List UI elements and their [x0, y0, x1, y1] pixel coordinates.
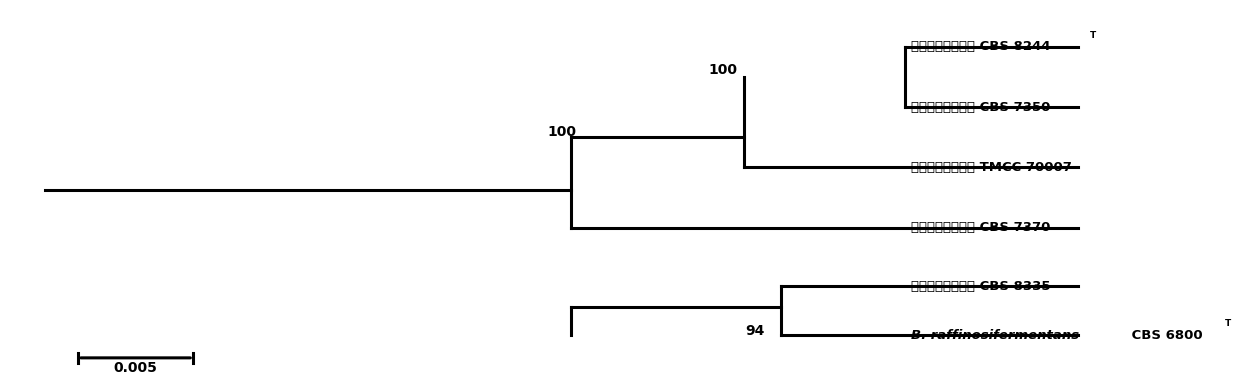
Text: 0.005: 0.005 [113, 361, 157, 375]
Text: 100: 100 [548, 125, 577, 139]
Text: 食腺嘌呤节孢酵母 CBS 8244: 食腺嘌呤节孢酵母 CBS 8244 [910, 40, 1050, 53]
Text: B. raffinosifermentans: B. raffinosifermentans [910, 329, 1079, 342]
Text: 食腺嘌呤节孢酵母 CBS 8335: 食腺嘌呤节孢酵母 CBS 8335 [910, 280, 1050, 293]
Text: T: T [1090, 31, 1096, 40]
Text: 食腺嘌呤节孢酵母 CBS 7350: 食腺嘌呤节孢酵母 CBS 7350 [910, 101, 1050, 114]
Text: 94: 94 [745, 324, 765, 338]
Text: CBS 6800: CBS 6800 [1127, 329, 1203, 342]
Text: T: T [1225, 320, 1231, 328]
Text: 食腺嘌呤节孢酵母 CBS 7370: 食腺嘌呤节孢酵母 CBS 7370 [910, 221, 1050, 234]
Text: 食腺嘌呤节孢酵母 TMCC 70007: 食腺嘌呤节孢酵母 TMCC 70007 [910, 161, 1071, 174]
Text: 100: 100 [708, 63, 738, 77]
